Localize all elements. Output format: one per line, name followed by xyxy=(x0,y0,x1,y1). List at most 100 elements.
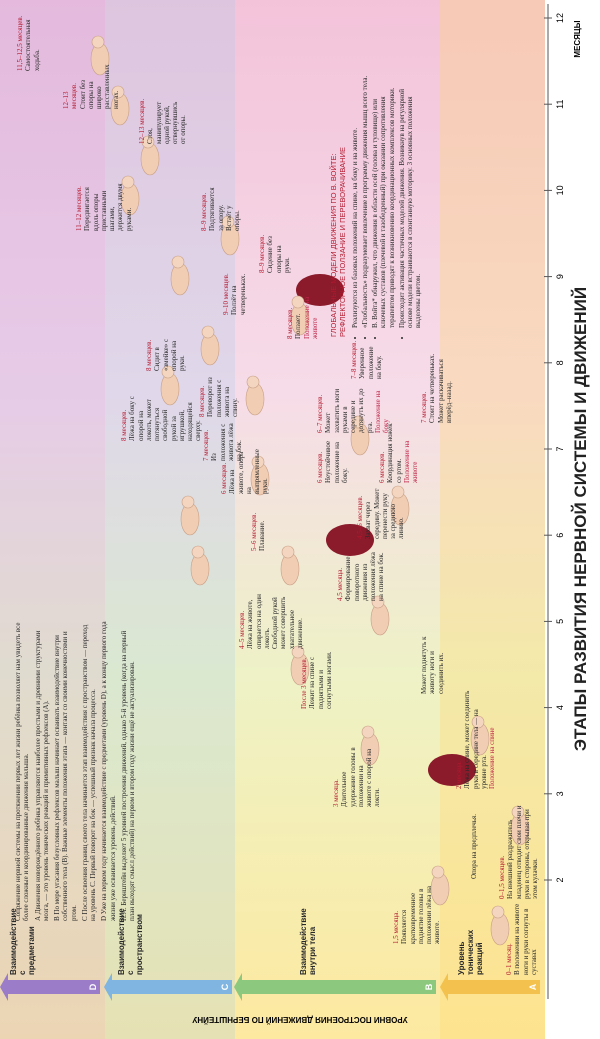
milestone-text: Появляется кратковременное поднятие голо… xyxy=(400,886,442,944)
milestone-age: 8–9 месяцев. xyxy=(200,192,208,231)
milestone-age: 5–6 месяцев. xyxy=(250,512,258,551)
intro-paragraph: С После освоения границ своего тела начи… xyxy=(80,624,97,921)
milestone-text: Лёжа на животе, опирается на один локоть… xyxy=(246,594,304,649)
milestone-age: 4,5–6 месяцев. xyxy=(356,495,364,539)
vojta-item: «Глобальность» подразумевает вовлечение … xyxy=(361,75,369,328)
milestone: 8 месяцев. Переворот из положения с живот… xyxy=(198,375,239,417)
level-arrow xyxy=(234,973,436,1001)
level-letter: D xyxy=(88,983,98,990)
milestone: Может поднятуть к животу ноги и соединит… xyxy=(420,636,445,694)
milestone-position: Положение на животе xyxy=(402,440,419,483)
milestone-text: Подтягивается за опору. Встаёт у опоры. xyxy=(208,187,241,231)
month-label: 9 xyxy=(555,274,565,279)
milestone-age: 4–5 месяцев. xyxy=(238,610,246,649)
baby-head xyxy=(291,645,305,659)
month-label: 5 xyxy=(555,619,565,624)
intro-paragraph: D Уже на первом году начинается взаимоде… xyxy=(100,621,117,921)
milestone-age: 9–10 месяцев. xyxy=(222,273,230,315)
vojta-item: Реализуются из базовых положений на спин… xyxy=(351,75,359,328)
vojta-subtitle: РЕФЛЕКТОРНОЕ ПОЛЗАНИЕ И ПЕРЕВОРАЧИВАНИЕ xyxy=(337,147,347,337)
milestone: 4,5 месяца. Формирование поворотного движ… xyxy=(336,546,386,601)
month-label: 11 xyxy=(555,100,565,109)
level-arrow xyxy=(440,973,540,1001)
month-label: 12 xyxy=(555,13,565,23)
milestone-text: Опора на предплечья. xyxy=(470,814,478,879)
milestone: 8 месяцев. Лёжа на боку с опорой на локот… xyxy=(120,393,203,441)
vojta-list: Реализуются из базовых положений на спин… xyxy=(351,75,423,337)
vojta-block: ГЛОБАЛЬНЫЕ МОДЕЛИ ДВИЖЕНИЯ ПО В. ВОЙТЕ: Р… xyxy=(329,75,425,337)
axis-strip xyxy=(545,0,600,1039)
milestone: 11–12 месяцев. Передвигается вдоль опоры … xyxy=(75,179,133,231)
milestone-age: 12–13 месяцев. xyxy=(62,83,79,109)
milestone-age: 6–7 месяцев. xyxy=(316,394,324,433)
milestone: 12–13 месяцев. Стоит без опоры на широко … xyxy=(62,64,120,109)
milestone: 6 месяцев. Неустойчивое положение на боку… xyxy=(316,437,349,483)
milestone: 0–1 месяц. В положении на животе ноги и р… xyxy=(505,903,538,975)
milestone: 1,5 месяца. Появляется кратковременное по… xyxy=(392,876,442,944)
baby-head xyxy=(491,905,505,919)
intro-paragraph: А Движения новорождённого ребёнка управл… xyxy=(33,630,50,921)
milestone-age: 7–8 месяцев. xyxy=(350,340,358,379)
milestone-age: 4,5 месяца. xyxy=(336,567,344,601)
vojta-item: Происходит активация частичных моделей д… xyxy=(398,75,423,328)
level-letter: A xyxy=(528,983,538,990)
level-arrow xyxy=(104,973,232,1001)
level-arrow xyxy=(0,973,100,1001)
milestone-text: Лёжа на спине, может соединить руки в се… xyxy=(463,690,488,789)
level-letter: C xyxy=(220,983,230,990)
month-label: 6 xyxy=(555,533,565,538)
milestone: 0–1,5 месяцев. На внешний раздражитель мл… xyxy=(498,794,539,899)
milestone-age: 3 месяца. xyxy=(332,779,340,807)
milestone-age: 2 месяца. xyxy=(455,761,463,789)
milestone: 4,5–6 месяцев. Захват через середину. Мож… xyxy=(356,487,406,539)
month-label: 4 xyxy=(555,705,565,710)
milestone-age: 6 месяцев. xyxy=(316,451,324,483)
milestone-age: 11,5–12,5 месяцев. xyxy=(16,15,24,71)
month-label: 7 xyxy=(555,446,565,451)
level-label: Взаимодействие с предметами xyxy=(9,908,36,975)
highlight-oval xyxy=(326,524,374,556)
milestone-text: Лежит на спине с поднятыми и согнутыми н… xyxy=(308,651,333,709)
row-band xyxy=(0,0,105,1039)
milestone-text: Ползает. xyxy=(294,313,303,339)
baby-head xyxy=(171,255,185,269)
milestone-text: Сидение без опоры на руки. xyxy=(266,236,291,273)
level-label: Уровень тонических реакций xyxy=(457,929,484,975)
milestone: Опора на предплечья. xyxy=(470,809,478,879)
milestone-text: Уверенное положение на боку. xyxy=(358,346,383,379)
milestone-text: Может поднятуть к животу ноги и соединит… xyxy=(420,636,445,694)
milestone-text: Сидит в «змейке» с опорой на руки. xyxy=(153,338,186,371)
milestone-text: Формирование поворотного движения из пол… xyxy=(344,552,386,601)
milestone-age: 7 месяцев. xyxy=(420,391,428,423)
milestone-age: 1,5 месяца. xyxy=(392,910,400,944)
baby-head xyxy=(471,715,485,729)
milestone-position: Положение на животе xyxy=(302,296,319,339)
baby-head xyxy=(121,175,135,189)
baby-head xyxy=(511,805,525,819)
milestone-text: Лёжа на боку с опорой на локоть, может п… xyxy=(128,396,203,441)
baby-head xyxy=(181,495,195,509)
baby-head xyxy=(141,135,155,149)
milestone: 2 месяца. Лёжа на спине, может соединить … xyxy=(455,689,496,789)
milestone: После 3 месяцев. Лежит на спине с подняты… xyxy=(300,651,333,709)
milestone-text: Плавание. xyxy=(258,520,267,551)
baby-head xyxy=(191,545,205,559)
vojta-item: В. Войта* обнаружил, что движения в обла… xyxy=(371,75,396,328)
level-label: Взаимодействие внутри тела xyxy=(299,908,317,975)
milestone-text: Стоит на четвереньках. Может раскачивать… xyxy=(428,353,453,423)
milestone: 8–9 месяцев. Сидение без опоры на руки. xyxy=(258,231,291,273)
milestone: 7–8 месяцев. Уверенное положение на боку. xyxy=(350,339,383,379)
month-label: 8 xyxy=(555,360,565,365)
milestone-text: Неустойчивое положение на боку. xyxy=(324,440,349,483)
milestone: 4–5 месяцев. Лёжа на животе, опирается на… xyxy=(238,594,304,649)
intro-paragraph: Н.А. Бернштейн выделяет 5 уровней постро… xyxy=(119,630,136,921)
intro-paragraph: В По мере угасания безусловных рефлексов… xyxy=(53,631,78,921)
milestone-text: Стоя, манипулирует одной рукой, отвернув… xyxy=(146,101,188,144)
axis-title: МЕСЯЦЫ xyxy=(573,20,582,57)
milestone-position: Положение на спине xyxy=(488,727,496,789)
baby-head xyxy=(111,85,125,99)
milestone-text: Самостоятельная ходьба. xyxy=(24,19,41,71)
milestone: 11,5–12,5 месяцев. Самостоятельная ходьба… xyxy=(16,9,41,71)
